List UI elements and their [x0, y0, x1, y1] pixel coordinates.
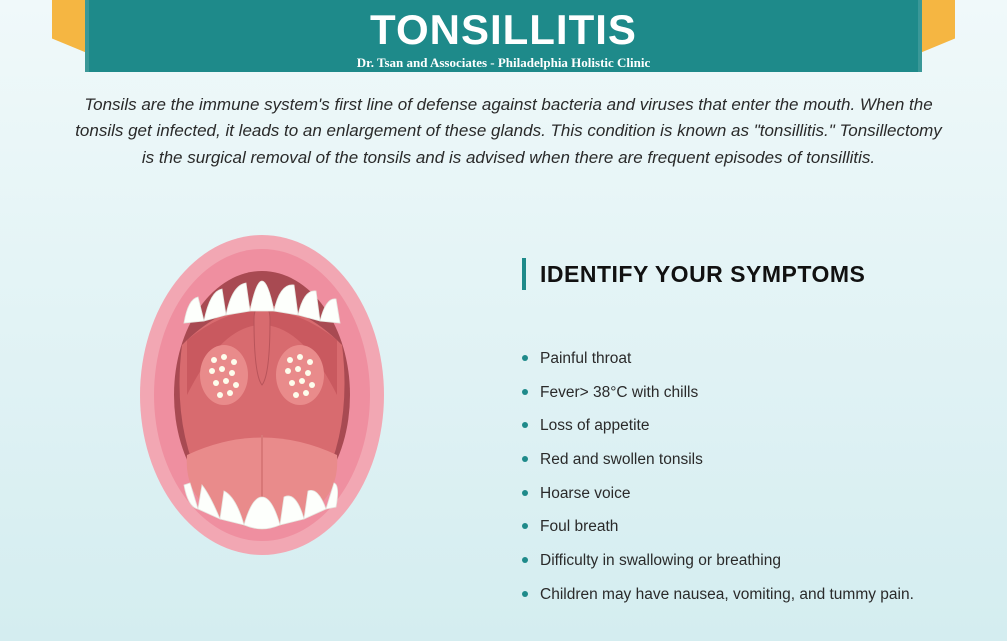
symptoms-list: Painful throat Fever> 38°C with chills L… [522, 348, 967, 606]
symptoms-heading-wrap: IDENTIFY YOUR SYMPTOMS [522, 258, 967, 290]
mouth-illustration [132, 225, 392, 565]
list-item: Children may have nausea, vomiting, and … [522, 584, 967, 606]
list-item: Foul breath [522, 516, 967, 538]
intro-paragraph: Tonsils are the immune system's first li… [70, 92, 947, 171]
page-title: TONSILLITIS [89, 6, 918, 54]
symptoms-section: IDENTIFY YOUR SYMPTOMS Painful throat Fe… [522, 258, 967, 618]
symptoms-heading: IDENTIFY YOUR SYMPTOMS [540, 261, 865, 288]
list-item: Hoarse voice [522, 483, 967, 505]
mouth-svg [132, 225, 392, 565]
list-item: Loss of appetite [522, 415, 967, 437]
list-item: Red and swollen tonsils [522, 449, 967, 471]
list-item: Fever> 38°C with chills [522, 382, 967, 404]
heading-divider [522, 258, 526, 290]
list-item: Painful throat [522, 348, 967, 370]
page-subtitle: Dr. Tsan and Associates - Philadelphia H… [89, 55, 918, 71]
list-item: Difficulty in swallowing or breathing [522, 550, 967, 572]
header-bar: TONSILLITIS Dr. Tsan and Associates - Ph… [85, 0, 922, 72]
infographic-page: TONSILLITIS Dr. Tsan and Associates - Ph… [0, 0, 1007, 641]
